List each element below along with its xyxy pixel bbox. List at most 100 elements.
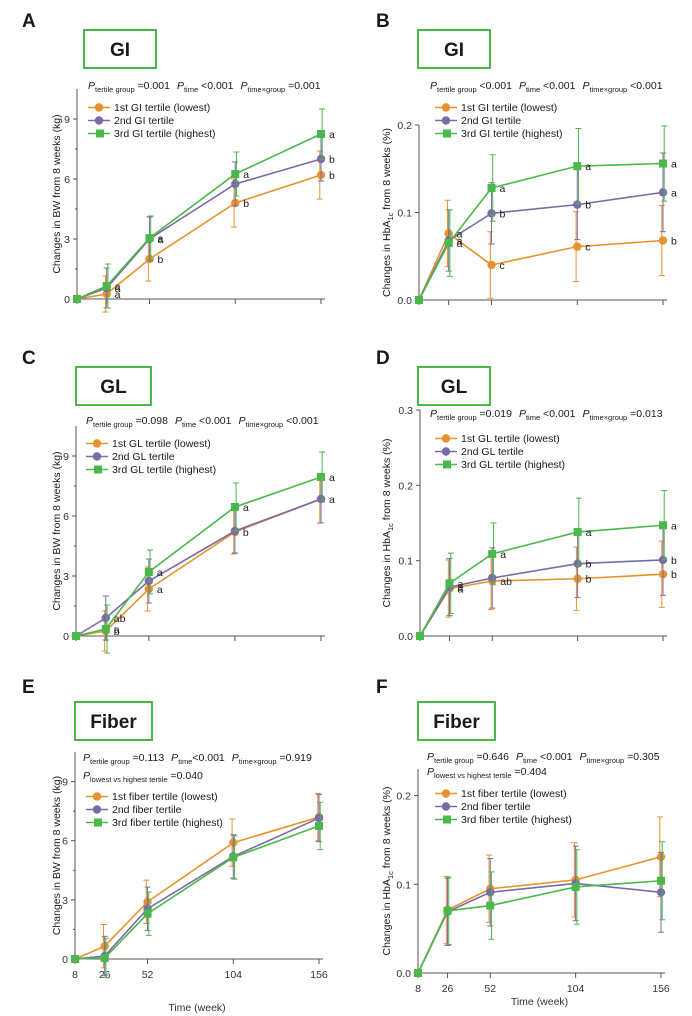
legend-swatch-square xyxy=(443,460,451,469)
significance-letter: a xyxy=(243,169,249,181)
legend-label: 3rd GI tertile (highest) xyxy=(461,128,563,140)
legend-label: 1st fiber tertile (lowest) xyxy=(112,791,218,803)
y-tick-label: 3 xyxy=(62,895,68,907)
data-point xyxy=(72,632,80,640)
significance-letter: a xyxy=(157,584,163,596)
significance-letter: a xyxy=(458,584,464,596)
legend-label: 2nd GI tertile xyxy=(461,115,521,127)
significance-letter: b xyxy=(585,200,591,212)
y-tick-label: 9 xyxy=(63,451,69,463)
data-point xyxy=(659,521,667,530)
data-point xyxy=(316,494,326,504)
significance-letter: a xyxy=(329,494,335,506)
significance-letter: a xyxy=(671,159,677,171)
significance-letter: a xyxy=(458,578,464,590)
series-1 xyxy=(415,540,668,641)
legend-swatch-square xyxy=(94,818,102,827)
data-point xyxy=(71,955,79,963)
significance-letter: a xyxy=(585,161,591,173)
y-tick-label: 6 xyxy=(63,511,69,523)
series-2 xyxy=(71,474,326,641)
series-line xyxy=(419,559,664,637)
data-point xyxy=(657,876,665,885)
significance-letter: ab xyxy=(500,576,512,588)
significance-letter: a xyxy=(114,624,120,636)
series-3 xyxy=(414,841,666,977)
badge-label: Fiber xyxy=(90,712,137,733)
significance-letter: b xyxy=(243,198,249,210)
significance-letter: b xyxy=(243,527,249,539)
significance-letter: a xyxy=(157,567,163,579)
panel-a: A GI Ptertile group =0.001 Ptime <0.001 Ptim… xyxy=(22,11,335,313)
series-line xyxy=(417,879,662,974)
legend-label: 1st GI tertile (lowest) xyxy=(461,102,557,114)
y-tick-label: 0.1 xyxy=(397,208,412,220)
badge-label: GI xyxy=(110,40,130,61)
legend-swatch-circle xyxy=(92,439,102,448)
legend-swatch-square xyxy=(443,815,451,824)
legend-swatch-square xyxy=(96,129,104,138)
series-line xyxy=(417,856,662,974)
significance-letter: a xyxy=(671,187,677,199)
data-point xyxy=(573,162,582,171)
data-point xyxy=(229,853,238,862)
significance-letter: b xyxy=(500,208,506,220)
legend-label: 3rd GL tertile (highest) xyxy=(112,464,216,476)
significance-letter: a xyxy=(458,582,464,594)
stats-line: Ptertile group =0.646 Ptime <0.001 Ptime×g… xyxy=(427,751,660,765)
y-tick-label: 6 xyxy=(62,836,68,848)
y-axis-title: Changes in BW from 8 weeks (kg) xyxy=(51,451,63,610)
series-3 xyxy=(415,125,668,304)
stats-line: Ptertile group =0.019 Ptime <0.001 Ptime×g… xyxy=(430,408,663,422)
badge-box xyxy=(417,366,491,406)
y-axis-title: Changes in HbA1c from 8 weeks (%) xyxy=(381,439,395,608)
legend-label: 3rd GI tertile (highest) xyxy=(114,128,216,140)
data-point xyxy=(659,159,667,168)
data-point xyxy=(144,576,154,586)
y-tick-label: 0 xyxy=(64,294,70,306)
badge-label: GI xyxy=(444,40,464,61)
significance-letter: a xyxy=(457,236,463,248)
data-point xyxy=(231,179,240,189)
data-point xyxy=(101,613,110,623)
badge-label: Fiber xyxy=(433,712,480,733)
legend-label: 1st GL tertile (lowest) xyxy=(112,438,211,450)
badge-box xyxy=(83,29,157,69)
series-1 xyxy=(413,816,666,978)
significance-letter: a xyxy=(158,234,164,246)
legend-label: 2nd fiber tertile xyxy=(112,804,182,816)
x-axis-title: Time (week) xyxy=(168,1002,225,1014)
badge-box xyxy=(74,701,153,741)
data-point xyxy=(145,234,154,242)
significance-letter: a xyxy=(243,502,249,514)
legend-label: 1st GI tertile (lowest) xyxy=(114,102,210,114)
significance-letter: b xyxy=(114,626,120,638)
stats-line: Plowest vs highest tertile =0.404 xyxy=(427,766,547,780)
y-axis-title: Changes in BW from 8 weeks (kg) xyxy=(51,114,63,273)
series-3 xyxy=(73,108,326,309)
data-point xyxy=(658,236,668,245)
data-point xyxy=(573,200,582,209)
data-point xyxy=(314,813,324,823)
significance-letter: c xyxy=(500,260,505,272)
significance-letter: b xyxy=(671,569,677,581)
significance-letter: ab xyxy=(114,613,126,625)
legend-swatch-square xyxy=(94,465,102,474)
data-point xyxy=(317,130,325,138)
data-point xyxy=(573,528,582,537)
panel-letter: E xyxy=(22,677,35,698)
legend-label: 3rd fiber tertile (highest) xyxy=(461,814,572,826)
significance-letter: a xyxy=(500,549,506,561)
y-tick-label: 0.2 xyxy=(397,120,412,132)
significance-letter: a xyxy=(457,229,463,241)
data-point xyxy=(230,503,239,511)
series-3 xyxy=(71,801,324,979)
legend-swatch-circle xyxy=(92,452,102,461)
significance-letter: c xyxy=(585,242,590,254)
x-tick-label: 26 xyxy=(442,983,454,995)
stats-line: Ptertile group <0.001 Ptime <0.001 Ptime×g… xyxy=(430,80,663,94)
significance-letter: a xyxy=(671,520,677,532)
panel-b: B GI Ptertile group <0.001 Ptime <0.001 Ptim… xyxy=(376,11,677,307)
significance-letter: b xyxy=(671,236,677,248)
